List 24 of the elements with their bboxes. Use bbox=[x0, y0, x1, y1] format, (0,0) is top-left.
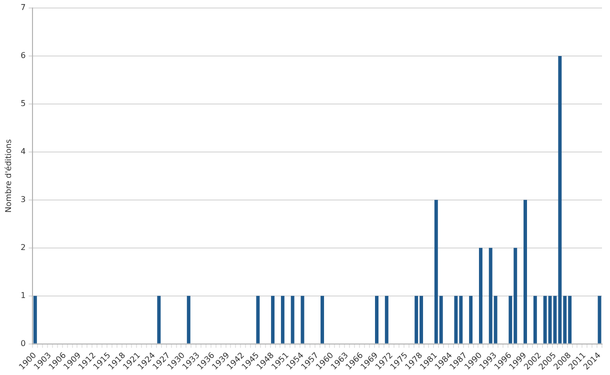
y-tick-label: 7 bbox=[20, 3, 26, 12]
bar bbox=[533, 296, 537, 344]
y-tick-label: 6 bbox=[20, 51, 26, 60]
y-tick-label: 1 bbox=[20, 290, 26, 300]
bar bbox=[271, 296, 275, 344]
bar bbox=[375, 296, 378, 344]
bar bbox=[290, 296, 294, 344]
y-axis-title: Nombre d'éditions bbox=[4, 139, 13, 213]
bar bbox=[524, 200, 527, 344]
bar bbox=[384, 296, 388, 344]
bar bbox=[157, 296, 161, 344]
bar bbox=[469, 296, 473, 344]
y-tick-label: 5 bbox=[20, 99, 26, 108]
bar bbox=[598, 296, 602, 344]
y-tick-label: 4 bbox=[20, 147, 26, 156]
bar bbox=[33, 296, 37, 344]
y-tick-label: 0 bbox=[20, 338, 26, 348]
bar bbox=[256, 296, 260, 344]
bar bbox=[320, 296, 324, 344]
y-tick-label: 2 bbox=[20, 242, 26, 252]
bar bbox=[280, 296, 284, 344]
bar bbox=[186, 296, 190, 344]
bar bbox=[478, 248, 482, 344]
y-tick-label: 3 bbox=[20, 194, 26, 204]
